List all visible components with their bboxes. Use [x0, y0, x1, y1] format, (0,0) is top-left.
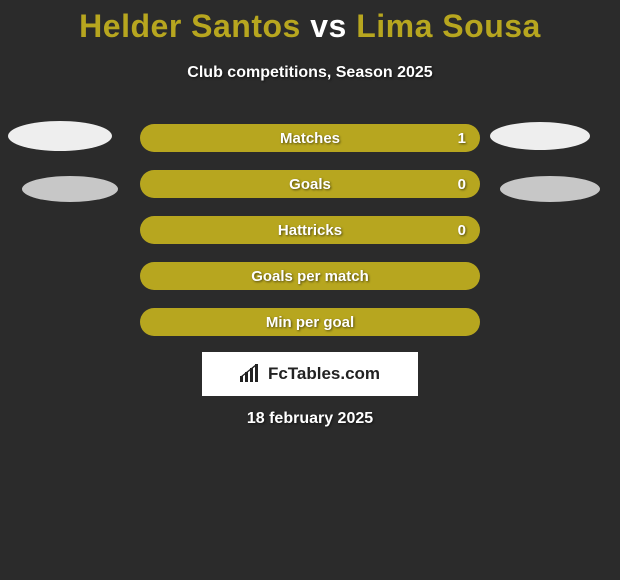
title-vs: vs — [310, 8, 347, 44]
subtitle: Club competitions, Season 2025 — [0, 64, 620, 82]
logo-text: FcTables.com — [268, 364, 380, 384]
stat-bar: Goals0 — [140, 170, 480, 198]
chart-icon — [240, 364, 262, 384]
date-label: 18 february 2025 — [0, 410, 620, 428]
stat-bar-value: 0 — [458, 170, 466, 198]
stat-bar-value: 1 — [458, 124, 466, 152]
decorative-ellipse — [8, 121, 112, 151]
stat-bar: Goals per match — [140, 262, 480, 290]
stat-bar: Matches1 — [140, 124, 480, 152]
decorative-ellipse — [22, 176, 118, 202]
stat-bar-label: Goals per match — [140, 262, 480, 290]
fctables-logo: FcTables.com — [202, 352, 418, 396]
title-player1: Helder Santos — [79, 8, 301, 44]
page-title: Helder Santos vs Lima Sousa — [0, 8, 620, 45]
stat-bar-value: 0 — [458, 216, 466, 244]
stat-bar-label: Goals — [140, 170, 480, 198]
stat-bar-label: Hattricks — [140, 216, 480, 244]
comparison-canvas: Helder Santos vs Lima Sousa Club competi… — [0, 0, 620, 580]
decorative-ellipse — [490, 122, 590, 150]
stat-bar: Hattricks0 — [140, 216, 480, 244]
stat-bar: Min per goal — [140, 308, 480, 336]
stat-bar-label: Min per goal — [140, 308, 480, 336]
stat-bar-label: Matches — [140, 124, 480, 152]
title-player2: Lima Sousa — [356, 8, 541, 44]
decorative-ellipse — [500, 176, 600, 202]
